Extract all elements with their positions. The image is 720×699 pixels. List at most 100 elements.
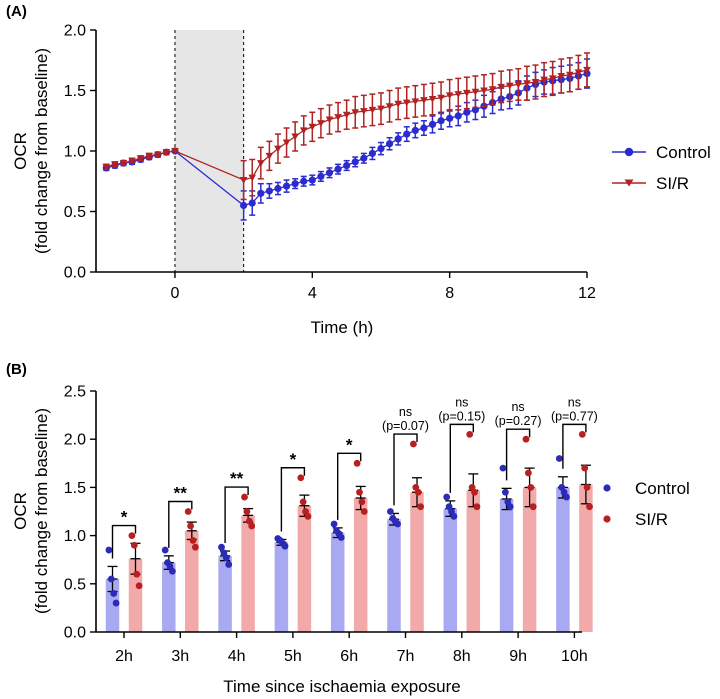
significance-label-6h: * <box>346 435 353 454</box>
series-control-point <box>446 114 454 122</box>
panel-b-x-tick-label: 4h <box>228 648 246 665</box>
bar-control-datapoint <box>105 546 113 554</box>
panel-b-x-axis-title: Time since ischaemia exposure <box>223 677 460 696</box>
series-sir-point <box>420 97 428 104</box>
p-value-label-9h: (p=0.27) <box>495 414 542 428</box>
bar-sir-datapoint <box>248 522 256 530</box>
significance-label-4h: ** <box>230 469 244 488</box>
bar-sir-datapoint <box>466 430 474 438</box>
panel-a-series <box>102 52 591 221</box>
bar-sir-datapoint <box>135 582 143 590</box>
panel-b-y-axis-title-line2: (fold change from baseline) <box>32 408 51 614</box>
series-sir-point <box>514 81 523 89</box>
bar-sir-datapoint <box>578 430 586 438</box>
significance-bracket-6h <box>337 452 362 520</box>
panel-b-x-tick-label: 5h <box>284 648 302 665</box>
series-control-point <box>248 199 256 207</box>
bar-sir-datapoint <box>133 570 141 578</box>
category-group-5h <box>274 474 312 632</box>
bar-sir <box>297 505 312 632</box>
panel-b-significance: *******ns(p=0.07)ns(p=0.15)ns(p=0.27)ns(… <box>111 395 598 559</box>
bar-sir-datapoint <box>417 503 424 511</box>
panel-a-y-tick-label: 0.0 <box>64 265 86 282</box>
panel-b-x-tick-label: 6h <box>340 648 358 665</box>
panel-b-y-tick-label: 1.0 <box>64 528 86 545</box>
series-sir-point <box>282 139 291 147</box>
legend-b-control-marker <box>603 484 611 492</box>
bar-sir-datapoint <box>356 488 363 496</box>
series-control-point <box>334 165 342 173</box>
series-sir-point <box>428 95 437 103</box>
panel-b-x-tick-label: 2h <box>115 648 133 665</box>
series-sir-point <box>145 152 154 160</box>
bar-control-datapoint <box>218 543 225 551</box>
panel-a-x-tick-label: 0 <box>171 285 180 302</box>
bar-sir-datapoint <box>527 484 535 491</box>
series-sir <box>102 52 591 201</box>
series-sir-point <box>574 69 583 77</box>
category-group-10h <box>555 430 593 632</box>
series-sir-point <box>291 133 299 141</box>
panel-a: (A) 0.0 0.5 1.0 1.5 2.0 0 4 8 12 Time (h) OCR (… <box>6 3 711 337</box>
series-control-point <box>428 120 437 128</box>
panel-a-label: (A) <box>6 3 27 20</box>
category-group-9h <box>499 435 537 632</box>
series-sir-point <box>128 157 136 165</box>
bar-control-datapoint <box>169 567 176 575</box>
series-control-point <box>274 184 282 193</box>
panel-a-y-tick-label: 2.0 <box>64 23 86 40</box>
series-sir-point <box>119 160 128 167</box>
bar-sir-datapoint <box>243 508 251 515</box>
series-control-point <box>437 117 445 125</box>
panel-a-y-axis-title-line1: OCR <box>11 132 30 170</box>
category-group-2h <box>105 532 143 632</box>
series-sir-point <box>334 114 342 121</box>
bar-sir-datapoint <box>410 440 417 448</box>
series-sir-point <box>257 160 265 167</box>
series-sir-point <box>377 105 385 113</box>
series-sir-point <box>111 161 119 169</box>
bar-sir <box>579 484 593 632</box>
significance-bracket-2h <box>111 524 137 559</box>
significance-bracket-7h <box>393 433 418 506</box>
legend-sir-label: SI/R <box>656 174 689 193</box>
bar-control-datapoint <box>443 493 451 501</box>
panel-b-y-tick-label: 0.5 <box>64 576 86 593</box>
series-sir-point <box>351 109 360 117</box>
series-sir-point <box>171 148 179 155</box>
bar-sir-datapoint <box>525 469 532 477</box>
bar-control-datapoint <box>506 503 514 511</box>
bar-control-datapoint <box>563 493 570 501</box>
series-control-point <box>317 172 325 181</box>
panel-b-y-tick-label: 1.5 <box>64 480 86 497</box>
series-sir-point <box>360 108 368 115</box>
series-sir-point <box>317 120 325 127</box>
significance-label-9h: ns <box>511 400 524 414</box>
bar-control-datapoint <box>450 512 458 520</box>
series-sir-point <box>505 82 514 90</box>
panel-b-y-tick-label: 2.5 <box>64 384 86 401</box>
bar-sir <box>522 487 537 632</box>
bar-control-datapoint <box>555 455 563 462</box>
significance-label-3h: ** <box>174 484 188 503</box>
series-control-point <box>325 169 334 177</box>
series-sir-point <box>471 88 480 96</box>
panel-b-y-tick-label: 0.0 <box>64 625 86 642</box>
category-group-7h <box>387 440 424 632</box>
series-sir-point <box>402 99 411 107</box>
legend-b-control-label: Control <box>635 479 690 498</box>
bar-sir <box>353 498 368 632</box>
bar-sir-datapoint <box>522 435 530 443</box>
panel-a-legend: Control SI/R <box>612 143 711 193</box>
series-sir-point <box>523 80 531 88</box>
bar-control-datapoint <box>161 546 169 554</box>
bar-sir <box>410 492 424 632</box>
series-sir-point <box>463 89 471 97</box>
series-sir-point <box>583 66 591 74</box>
panel-b-y-tick-label: 2.0 <box>64 432 86 449</box>
panel-b-x-tick-label: 10h <box>561 648 588 665</box>
bar-control <box>274 542 289 632</box>
bar-control <box>499 498 514 632</box>
significance-bracket-10h <box>562 423 587 469</box>
